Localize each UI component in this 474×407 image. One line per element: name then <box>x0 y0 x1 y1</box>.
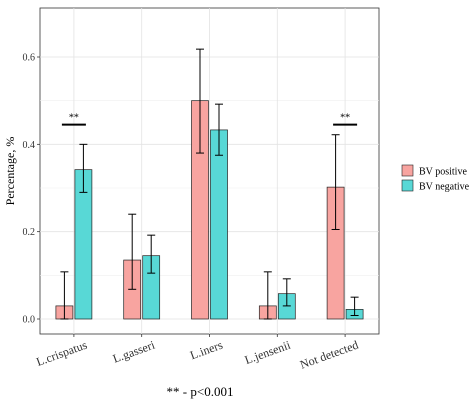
y-tick-label: 0.0 <box>23 315 36 326</box>
y-tick-label: 0.2 <box>23 227 36 238</box>
significance-label: ** <box>69 113 79 124</box>
legend: BV positive BV negative <box>401 164 470 193</box>
legend-label: BV negative <box>419 182 470 193</box>
legend-swatch <box>401 179 414 192</box>
error-bars <box>60 48 359 320</box>
legend-label: BV positive <box>419 167 467 178</box>
x-tick-label: Not detected <box>298 338 360 372</box>
x-tick-label: L.crispatus <box>34 338 89 369</box>
bar <box>210 129 228 320</box>
y-tick-label: 0.6 <box>23 53 36 64</box>
x-axis: L.crispatus L.gasseri L.iners L.jensenii Not… <box>34 334 360 372</box>
legend-swatch <box>401 164 414 177</box>
grid <box>39 7 380 335</box>
y-tick-label: 0.4 <box>23 140 36 151</box>
x-tick-label: L.jensenii <box>243 337 293 367</box>
footnote: ** - p<0.001 <box>166 384 234 399</box>
y-axis: 0.0 0.2 0.4 0.6 <box>23 53 40 326</box>
x-tick-label: L.iners <box>188 338 225 363</box>
y-axis-label: Percentage, % <box>3 137 17 206</box>
bars <box>55 100 364 320</box>
significance-label: ** <box>340 113 350 124</box>
annotations: ** ** <box>61 113 358 126</box>
x-tick-label: L.gasseri <box>111 337 157 365</box>
